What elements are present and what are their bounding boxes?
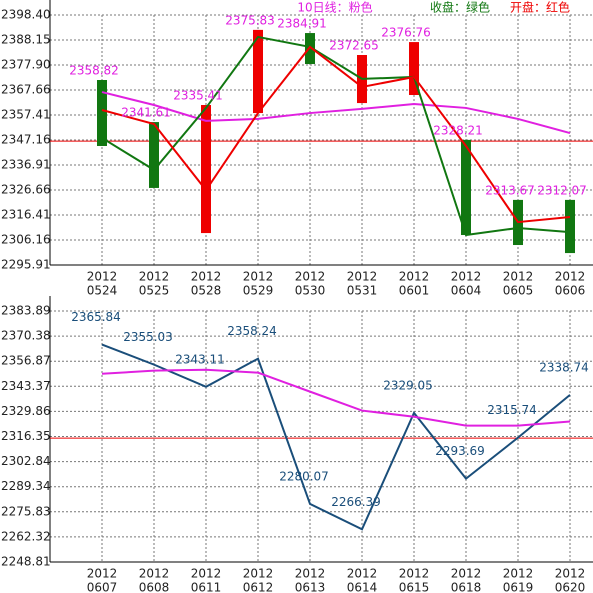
x-tick-label: 0613 bbox=[295, 581, 326, 593]
data-label: 2313.67 bbox=[485, 183, 535, 197]
y-tick-label: 2336.91 bbox=[1, 157, 51, 171]
x-tick-label: 0605 bbox=[503, 284, 534, 298]
data-label: 2315.74 bbox=[487, 403, 537, 417]
y-tick-label: 2295.91 bbox=[1, 258, 51, 272]
legend-entry: 收盘：绿色 bbox=[430, 0, 490, 15]
x-tick-label: 2012 bbox=[295, 567, 326, 581]
x-tick-label: 2012 bbox=[451, 567, 482, 581]
y-tick-label: 2326.66 bbox=[1, 182, 51, 196]
x-tick-label: 2012 bbox=[191, 567, 222, 581]
x-tick-label: 0604 bbox=[451, 284, 482, 298]
y-tick-label: 2370.38 bbox=[1, 329, 51, 343]
x-tick-label: 2012 bbox=[243, 270, 274, 284]
x-tick-label: 2012 bbox=[503, 567, 534, 581]
x-tick-label: 0606 bbox=[555, 284, 586, 298]
candle bbox=[97, 80, 107, 146]
y-tick-label: 2357.41 bbox=[1, 107, 51, 121]
data-label: 2329.05 bbox=[383, 378, 433, 392]
x-tick-label: 2012 bbox=[503, 270, 534, 284]
x-tick-label: 0612 bbox=[243, 581, 274, 593]
y-tick-label: 2275.83 bbox=[1, 504, 51, 518]
y-tick-label: 2289.34 bbox=[1, 479, 51, 493]
candle bbox=[201, 105, 211, 234]
y-tick-label: 2347.16 bbox=[1, 132, 51, 146]
x-tick-label: 2012 bbox=[555, 567, 586, 581]
data-label: 2338.74 bbox=[539, 360, 589, 374]
legend-entry: 10日线：粉色 bbox=[297, 1, 372, 15]
data-label: 2343.11 bbox=[175, 352, 225, 366]
data-label: 2280.07 bbox=[279, 469, 329, 483]
y-tick-label: 2248.81 bbox=[1, 555, 51, 569]
x-tick-label: 2012 bbox=[243, 567, 274, 581]
x-tick-label: 0601 bbox=[399, 284, 430, 298]
data-label: 2293.69 bbox=[435, 444, 485, 458]
x-tick-label: 0524 bbox=[87, 284, 118, 298]
x-tick-label: 0614 bbox=[347, 581, 378, 593]
data-label: 2312.07 bbox=[537, 183, 587, 197]
x-tick-label: 2012 bbox=[139, 270, 170, 284]
y-tick-label: 2306.16 bbox=[1, 232, 51, 246]
y-tick-label: 2343.37 bbox=[1, 379, 51, 393]
y-tick-label: 2388.15 bbox=[1, 33, 51, 47]
x-tick-label: 0528 bbox=[191, 284, 222, 298]
data-label: 2375.83 bbox=[225, 13, 275, 27]
x-tick-label: 2012 bbox=[399, 270, 430, 284]
x-tick-label: 0530 bbox=[295, 284, 326, 298]
data-label: 2384.91 bbox=[277, 17, 327, 31]
data-label: 2266.39 bbox=[331, 495, 381, 509]
x-tick-label: 0619 bbox=[503, 581, 534, 593]
legend-entry: 开盘：红色 bbox=[510, 0, 570, 15]
x-tick-label: 0618 bbox=[451, 581, 482, 593]
data-label: 2355.03 bbox=[123, 330, 173, 344]
x-tick-label: 2012 bbox=[555, 270, 586, 284]
data-label: 2328.21 bbox=[433, 123, 483, 137]
x-tick-label: 0529 bbox=[243, 284, 274, 298]
data-label: 2358.24 bbox=[227, 324, 277, 338]
x-tick-label: 0531 bbox=[347, 284, 378, 298]
x-tick-label: 0611 bbox=[191, 581, 222, 593]
x-tick-label: 2012 bbox=[191, 270, 222, 284]
series-line bbox=[101, 368, 571, 427]
y-tick-label: 2316.35 bbox=[1, 429, 51, 443]
x-tick-label: 2012 bbox=[399, 567, 430, 581]
x-tick-label: 0525 bbox=[139, 284, 170, 298]
data-label: 2376.76 bbox=[381, 26, 431, 40]
series-line bbox=[101, 35, 571, 237]
y-tick-label: 2316.41 bbox=[1, 207, 51, 221]
x-tick-label: 0615 bbox=[399, 581, 430, 593]
candle bbox=[149, 122, 159, 188]
x-tick-label: 2012 bbox=[295, 270, 326, 284]
x-tick-label: 2012 bbox=[87, 567, 118, 581]
y-tick-label: 2329.86 bbox=[1, 404, 51, 418]
y-tick-label: 2367.66 bbox=[1, 82, 51, 96]
candle bbox=[409, 42, 419, 96]
y-tick-label: 2377.90 bbox=[1, 58, 51, 72]
data-label: 2341.61 bbox=[121, 106, 171, 120]
x-tick-label: 2012 bbox=[347, 270, 378, 284]
series-line bbox=[101, 343, 571, 531]
candle bbox=[253, 29, 263, 114]
candle bbox=[461, 139, 471, 236]
x-tick-label: 0620 bbox=[555, 581, 586, 593]
data-label: 2335.41 bbox=[173, 89, 223, 103]
x-tick-label: 2012 bbox=[139, 567, 170, 581]
y-tick-label: 2356.87 bbox=[1, 354, 51, 368]
x-tick-label: 2012 bbox=[87, 270, 118, 284]
x-tick-label: 0607 bbox=[87, 581, 118, 593]
series-line bbox=[101, 45, 571, 224]
series-line bbox=[101, 91, 571, 135]
candle bbox=[565, 199, 575, 254]
x-tick-label: 2012 bbox=[451, 270, 482, 284]
x-tick-label: 0608 bbox=[139, 581, 170, 593]
data-label: 2358.82 bbox=[69, 64, 119, 78]
x-tick-label: 2012 bbox=[347, 567, 378, 581]
y-tick-label: 2302.84 bbox=[1, 454, 51, 468]
y-tick-label: 2262.32 bbox=[1, 529, 51, 543]
y-tick-label: 2398.40 bbox=[1, 8, 51, 22]
data-label: 2372.65 bbox=[329, 39, 379, 53]
y-tick-label: 2383.89 bbox=[1, 304, 51, 318]
data-label: 2365.84 bbox=[71, 310, 121, 324]
